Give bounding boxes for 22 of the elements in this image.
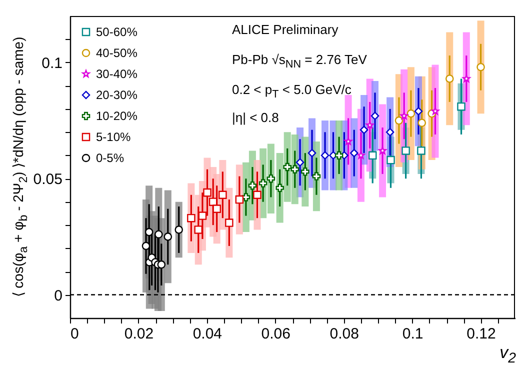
- x-axis-title: v$_{2}$: [500, 343, 516, 366]
- x-tick-label: 0.12: [466, 326, 496, 342]
- annotation: |η| < 0.8: [232, 110, 279, 125]
- x-tick-label: 0.02: [124, 326, 154, 342]
- x-tick-label: 0.08: [330, 326, 359, 342]
- legend-label: 0-5%: [96, 151, 124, 165]
- legend-label: 40-50%: [96, 46, 138, 60]
- x-tick-label: 0.1: [402, 326, 424, 342]
- y-tick-label: 0: [54, 287, 62, 304]
- annotation: 0.2 < p$_{T}$ < 5.0 GeV/c: [232, 82, 352, 101]
- x-tick-label: 0.06: [261, 326, 290, 342]
- annotation: Pb-Pb √s$_{NN}$ = 2.76 TeV: [232, 52, 367, 71]
- legend-label: 10-20%: [96, 109, 138, 123]
- y-tick-label: 0.1: [42, 54, 62, 72]
- y-tick-label: 0.05: [33, 171, 62, 188]
- x-tick-label: 0.04: [192, 326, 222, 342]
- annotation: ALICE Preliminary: [232, 22, 338, 37]
- legend-label: 5-10%: [96, 130, 132, 144]
- legend-label: 50-60%: [96, 25, 138, 39]
- legend-label: 30-40%: [96, 67, 138, 81]
- x-tick-label: 0: [70, 326, 79, 342]
- legend-label: 20-30%: [96, 88, 138, 102]
